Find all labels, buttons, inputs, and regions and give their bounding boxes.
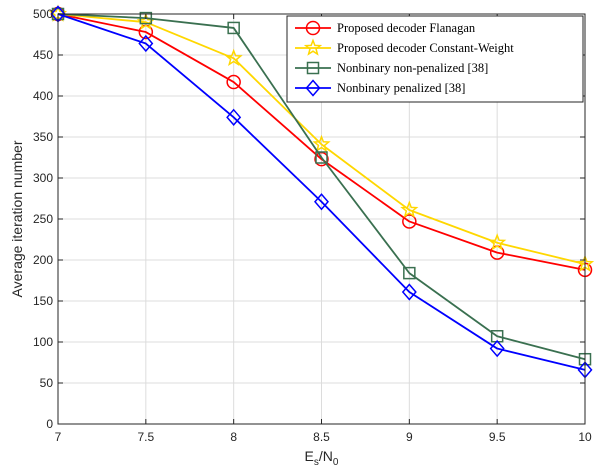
y-tick-label: 250: [33, 212, 53, 226]
data-point: [226, 74, 241, 90]
legend: Proposed decoder Flanagan Proposed decode…: [286, 15, 584, 103]
legend-marker: [303, 38, 323, 56]
legend-item: Proposed decoder Constant-Weight: [295, 38, 514, 56]
data-point: [227, 21, 240, 35]
y-tick-label: 450: [33, 48, 53, 62]
y-tick-label: 100: [33, 335, 53, 349]
y-tick-label: 150: [33, 294, 53, 308]
legend-label: Nonbinary non-penalized [38]: [337, 61, 488, 75]
data-point: [312, 134, 331, 153]
axis-ticks: 7 7.5 8 8.5 9 9.5 1005010015020025030035040045…: [33, 7, 592, 444]
x-tick-label: 7.5: [137, 430, 154, 444]
series-line: [57, 13, 586, 271]
x-axis-label-sub-s: s: [314, 457, 319, 468]
x-tick-label: 8: [230, 430, 237, 444]
series-3: [50, 5, 593, 379]
legend-item: Proposed decoder Flanagan: [295, 20, 476, 36]
x-tick-label: 7: [55, 430, 62, 444]
data-point: [400, 200, 419, 218]
data-point: [224, 48, 243, 67]
y-axis-label: Average iteration number: [9, 140, 25, 297]
data-point: [489, 339, 505, 358]
x-tick-label: 10: [578, 430, 592, 444]
y-tick-label: 500: [33, 7, 53, 21]
legend-item: Nonbinary penalized [38]: [295, 79, 465, 97]
y-tick-label: 400: [33, 89, 53, 103]
x-axis-label: Es/N0: [305, 448, 339, 468]
x-tick-label: 9.5: [489, 430, 506, 444]
data-point: [403, 266, 416, 280]
legend-marker: [305, 79, 321, 97]
series-line: [57, 13, 586, 265]
y-tick-label: 50: [40, 376, 54, 390]
data-point: [139, 11, 153, 25]
legend-item: Nonbinary non-penalized [38]: [295, 61, 488, 75]
data-point: [401, 283, 417, 301]
legend-label: Proposed decoder Flanagan: [337, 21, 476, 35]
data-point: [315, 151, 328, 164]
y-tick-label: 300: [33, 171, 53, 185]
x-axis-label-sub-0: 0: [333, 457, 339, 468]
data-point: [226, 108, 242, 126]
y-tick-label: 350: [33, 130, 53, 144]
data-point: [138, 34, 154, 53]
y-tick-label: 0: [46, 417, 53, 431]
x-axis-label-main: E: [305, 448, 314, 464]
data-point: [402, 214, 417, 229]
legend-label: Nonbinary penalized [38]: [337, 81, 465, 95]
legend-marker: [306, 61, 320, 75]
x-tick-label: 8.5: [313, 430, 330, 444]
x-tick-label: 9: [406, 430, 413, 444]
legend-box: [286, 15, 584, 103]
legend-marker: [305, 20, 321, 36]
legend-label: Proposed decoder Constant-Weight: [337, 41, 514, 55]
x-axis-label-slash: /N: [319, 448, 333, 464]
data-point: [314, 193, 329, 211]
data-point: [488, 233, 507, 251]
y-tick-label: 200: [33, 253, 53, 267]
series-line: [57, 13, 586, 371]
